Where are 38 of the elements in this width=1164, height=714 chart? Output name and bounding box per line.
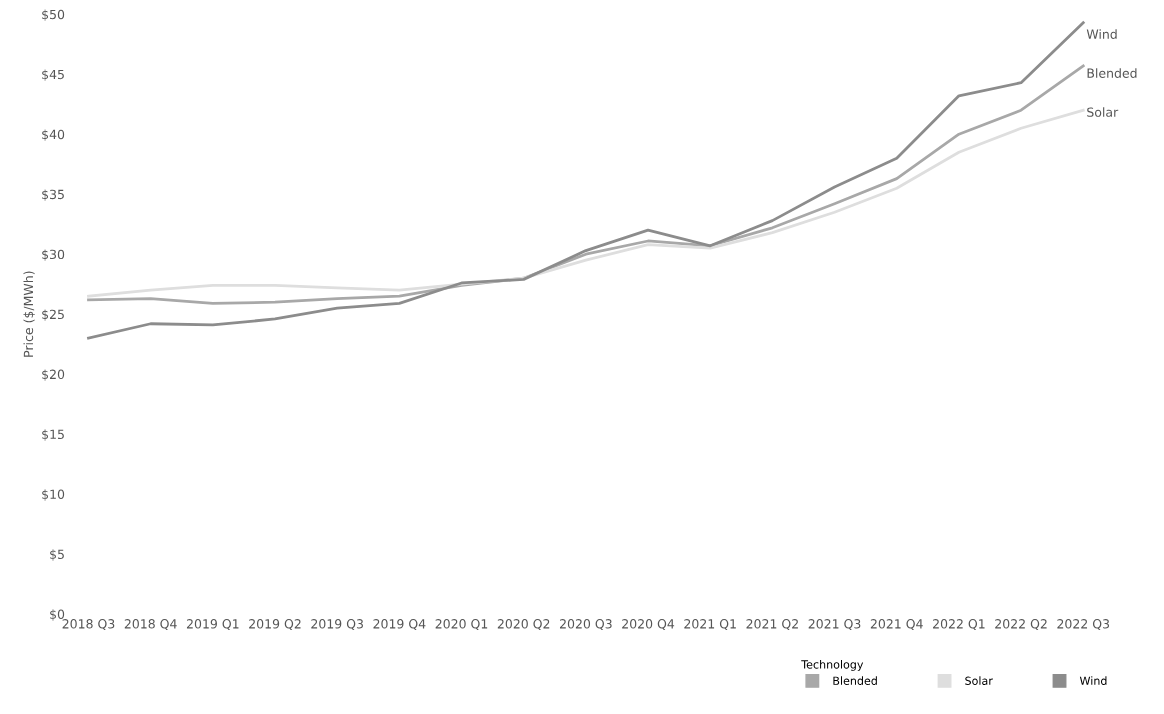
y-tick-label: $30 <box>42 249 65 261</box>
y-tick-label: $15 <box>42 429 64 441</box>
line-series <box>87 21 1085 340</box>
x-tick-label: 2018 Q3 <box>62 619 115 631</box>
y-tick-label: $0 <box>50 609 65 621</box>
text: Blended <box>1087 68 1137 78</box>
x-tick-label: 2022 Q1 <box>933 619 985 631</box>
y-tick-label: $40 <box>42 129 65 141</box>
x-tick-label: 2019 Q4 <box>373 619 426 631</box>
y-tick-label: $45 <box>42 69 64 81</box>
x-tick-label: 2021 Q1 <box>684 619 736 631</box>
x-tick-label: 2020 Q3 <box>560 619 612 631</box>
x-tick-label: 2019 Q2 <box>249 619 301 631</box>
y-tick-label: $50 <box>42 9 65 21</box>
x-tick-label: 2022 Q3 <box>1057 619 1110 631</box>
y-axis-title: Price ($/MWh) <box>23 271 35 357</box>
text: Wind <box>1086 29 1117 39</box>
x-tick-label: 2018 Q4 <box>124 619 177 631</box>
y-tick-label: $25 <box>42 309 64 321</box>
legend-label: Wind <box>1079 676 1107 685</box>
line-series <box>87 108 1085 298</box>
x-tick-label: 2019 Q1 <box>186 619 239 631</box>
y-tick-label: $20 <box>42 369 65 381</box>
x-tick-label: 2021 Q2 <box>746 619 798 631</box>
x-tick-label: 2020 Q2 <box>497 619 550 631</box>
x-tick-label: 2022 Q2 <box>995 619 1047 631</box>
x-tick-label: 2020 Q4 <box>622 619 675 631</box>
legend-title: Technology <box>801 660 864 671</box>
y-tick-label: $35 <box>42 189 64 201</box>
y-tick-label: $10 <box>42 489 65 501</box>
y-tick-label: $5 <box>50 549 64 561</box>
x-tick-label: 2021 Q4 <box>870 619 923 631</box>
text: Solar <box>1087 107 1119 117</box>
legend-label: Solar <box>965 676 993 685</box>
legend-label: Blended <box>833 676 877 685</box>
x-tick-label: 2019 Q3 <box>311 619 363 631</box>
x-tick-label: 2021 Q3 <box>808 619 861 631</box>
x-tick-label: 2020 Q1 <box>435 619 488 631</box>
